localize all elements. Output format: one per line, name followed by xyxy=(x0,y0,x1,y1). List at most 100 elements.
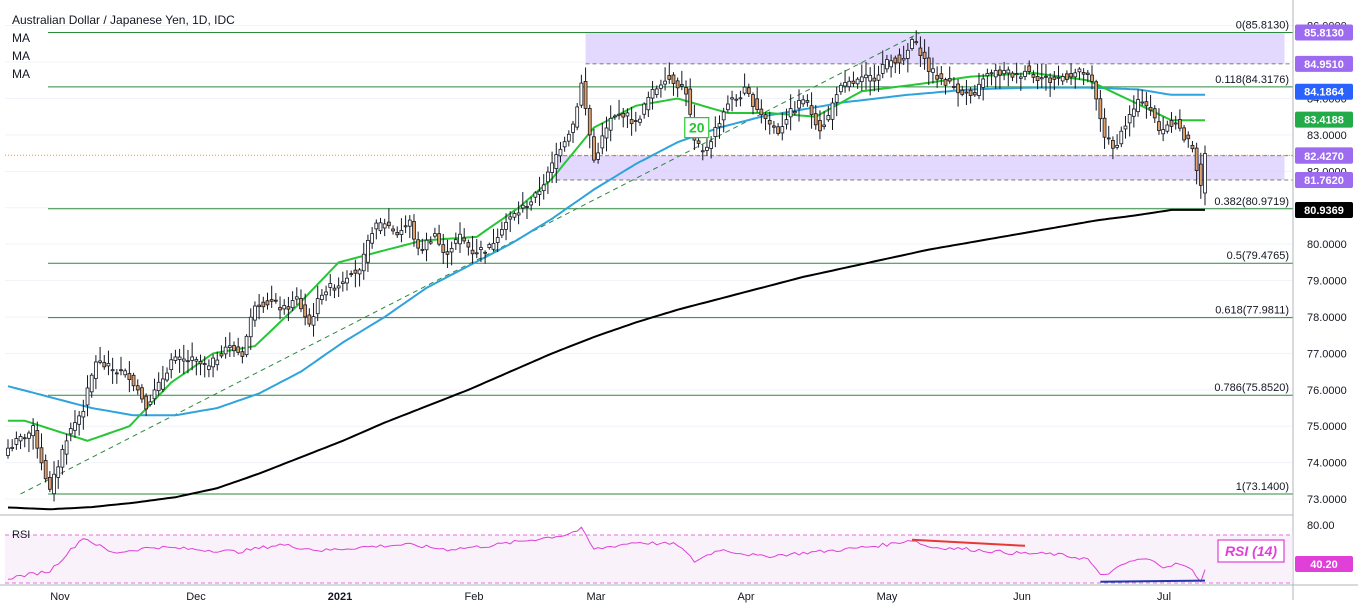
ma-legend-2[interactable]: MA xyxy=(12,49,30,63)
candle-body-46 xyxy=(198,360,203,365)
candle-body-185 xyxy=(780,126,785,134)
candle-body-72 xyxy=(307,314,312,325)
rsi-y-tick-0: 80.00 xyxy=(1307,520,1335,532)
candle-body-157 xyxy=(663,80,667,85)
candle-body-24 xyxy=(106,363,111,367)
candle-body-246 xyxy=(1035,76,1040,82)
candle-body-166 xyxy=(700,150,705,153)
candle-body-202 xyxy=(851,80,856,84)
candle-body-65 xyxy=(278,307,282,311)
ma-legend-3[interactable]: MA xyxy=(12,67,30,81)
candle-body-95 xyxy=(403,225,408,228)
candle-body-37 xyxy=(160,378,165,390)
ma-legend-1[interactable]: MA xyxy=(12,31,30,45)
candle-body-88 xyxy=(374,222,379,230)
candle-body-121 xyxy=(512,213,517,218)
price-tag-6 xyxy=(1295,171,1353,188)
price-tag-2 xyxy=(1295,83,1353,100)
candle-body-146 xyxy=(617,113,621,116)
candle-body-73 xyxy=(311,316,316,326)
candle-body-36 xyxy=(156,381,161,392)
candle-body-263 xyxy=(1106,137,1111,140)
candle-body-131 xyxy=(554,154,559,169)
x-tick-label-6: May xyxy=(877,591,898,603)
candle-body-112 xyxy=(474,252,479,255)
y-tick-label-12: 74.0000 xyxy=(1307,458,1347,470)
candle-body-68 xyxy=(290,300,295,309)
candle-body-282 xyxy=(1186,134,1191,140)
candle-body-269 xyxy=(1131,108,1136,117)
candle-body-231 xyxy=(972,92,977,96)
x-tick-label-2: 2021 xyxy=(328,591,352,603)
candle-body-145 xyxy=(613,115,617,118)
candle-body-240 xyxy=(1010,72,1015,78)
candle-body-66 xyxy=(282,305,287,310)
price-axis-bg xyxy=(1293,0,1358,615)
candle-body-171 xyxy=(721,111,726,121)
candle-body-234 xyxy=(985,73,990,77)
candle-body-69 xyxy=(294,296,299,300)
candle-body-136 xyxy=(575,106,580,128)
candle-body-230 xyxy=(968,89,973,96)
candle-body-138 xyxy=(583,81,588,109)
candle-body-125 xyxy=(529,201,534,206)
candle-body-225 xyxy=(947,78,952,82)
candle-body-181 xyxy=(763,114,768,120)
candle-body-35 xyxy=(152,389,157,400)
candle-body-26 xyxy=(114,372,119,375)
candle-body-238 xyxy=(1002,70,1006,75)
candle-body-71 xyxy=(303,304,308,318)
ma-labels: 2050200 xyxy=(684,117,710,139)
rsi-legend[interactable]: RSI xyxy=(12,529,31,541)
candle-body-277 xyxy=(1165,124,1170,132)
chart-title: Australian Dollar / Japanese Yen, 1D, ID… xyxy=(12,13,235,27)
candle-body-133 xyxy=(562,141,567,148)
candle-body-67 xyxy=(286,306,291,310)
candle-body-262 xyxy=(1102,117,1107,138)
candle-body-117 xyxy=(495,237,500,243)
candle-body-149 xyxy=(629,119,634,125)
candle-body-32 xyxy=(140,387,144,400)
candle-body-270 xyxy=(1136,99,1140,113)
candle-body-122 xyxy=(516,212,521,216)
fib-label-2: 0.382(80.9719) xyxy=(1214,196,1289,208)
candle-body-59 xyxy=(253,305,257,321)
candle-body-97 xyxy=(412,221,416,240)
candle-body-119 xyxy=(504,221,508,230)
candle-body-236 xyxy=(993,70,998,78)
candle-body-57 xyxy=(244,335,249,356)
candle-body-176 xyxy=(742,86,747,94)
candle-body-286 xyxy=(1203,153,1207,194)
candle-body-187 xyxy=(788,108,793,118)
x-tick-label-5: Apr xyxy=(737,591,754,603)
candles xyxy=(6,30,1207,502)
price-tag-0 xyxy=(1295,24,1353,41)
candle-body-247 xyxy=(1039,77,1044,80)
candle-body-105 xyxy=(445,251,450,255)
candle-body-6 xyxy=(31,425,35,437)
candle-body-23 xyxy=(102,362,107,368)
candle-body-159 xyxy=(671,74,676,84)
y-tick-label-3: 83.0000 xyxy=(1307,130,1347,142)
candle-body-56 xyxy=(240,351,245,357)
candle-body-260 xyxy=(1094,81,1099,100)
fib-label-5: 0.786(75.8520) xyxy=(1214,382,1289,394)
candle-body-190 xyxy=(801,99,806,105)
candle-body-14 xyxy=(64,440,69,455)
candle-body-213 xyxy=(897,54,902,64)
candle-body-217 xyxy=(914,41,919,44)
candle-body-160 xyxy=(675,80,680,89)
candle-body-167 xyxy=(705,146,709,151)
candle-body-29 xyxy=(127,373,132,381)
candle-body-228 xyxy=(960,89,965,95)
candle-body-221 xyxy=(931,68,935,73)
candle-body-108 xyxy=(458,233,462,245)
candle-body-25 xyxy=(110,369,115,372)
candle-body-9 xyxy=(43,460,48,480)
candle-body-155 xyxy=(654,88,659,95)
candle-body-93 xyxy=(395,232,400,236)
candle-body-265 xyxy=(1115,144,1119,148)
candle-body-148 xyxy=(625,112,630,117)
